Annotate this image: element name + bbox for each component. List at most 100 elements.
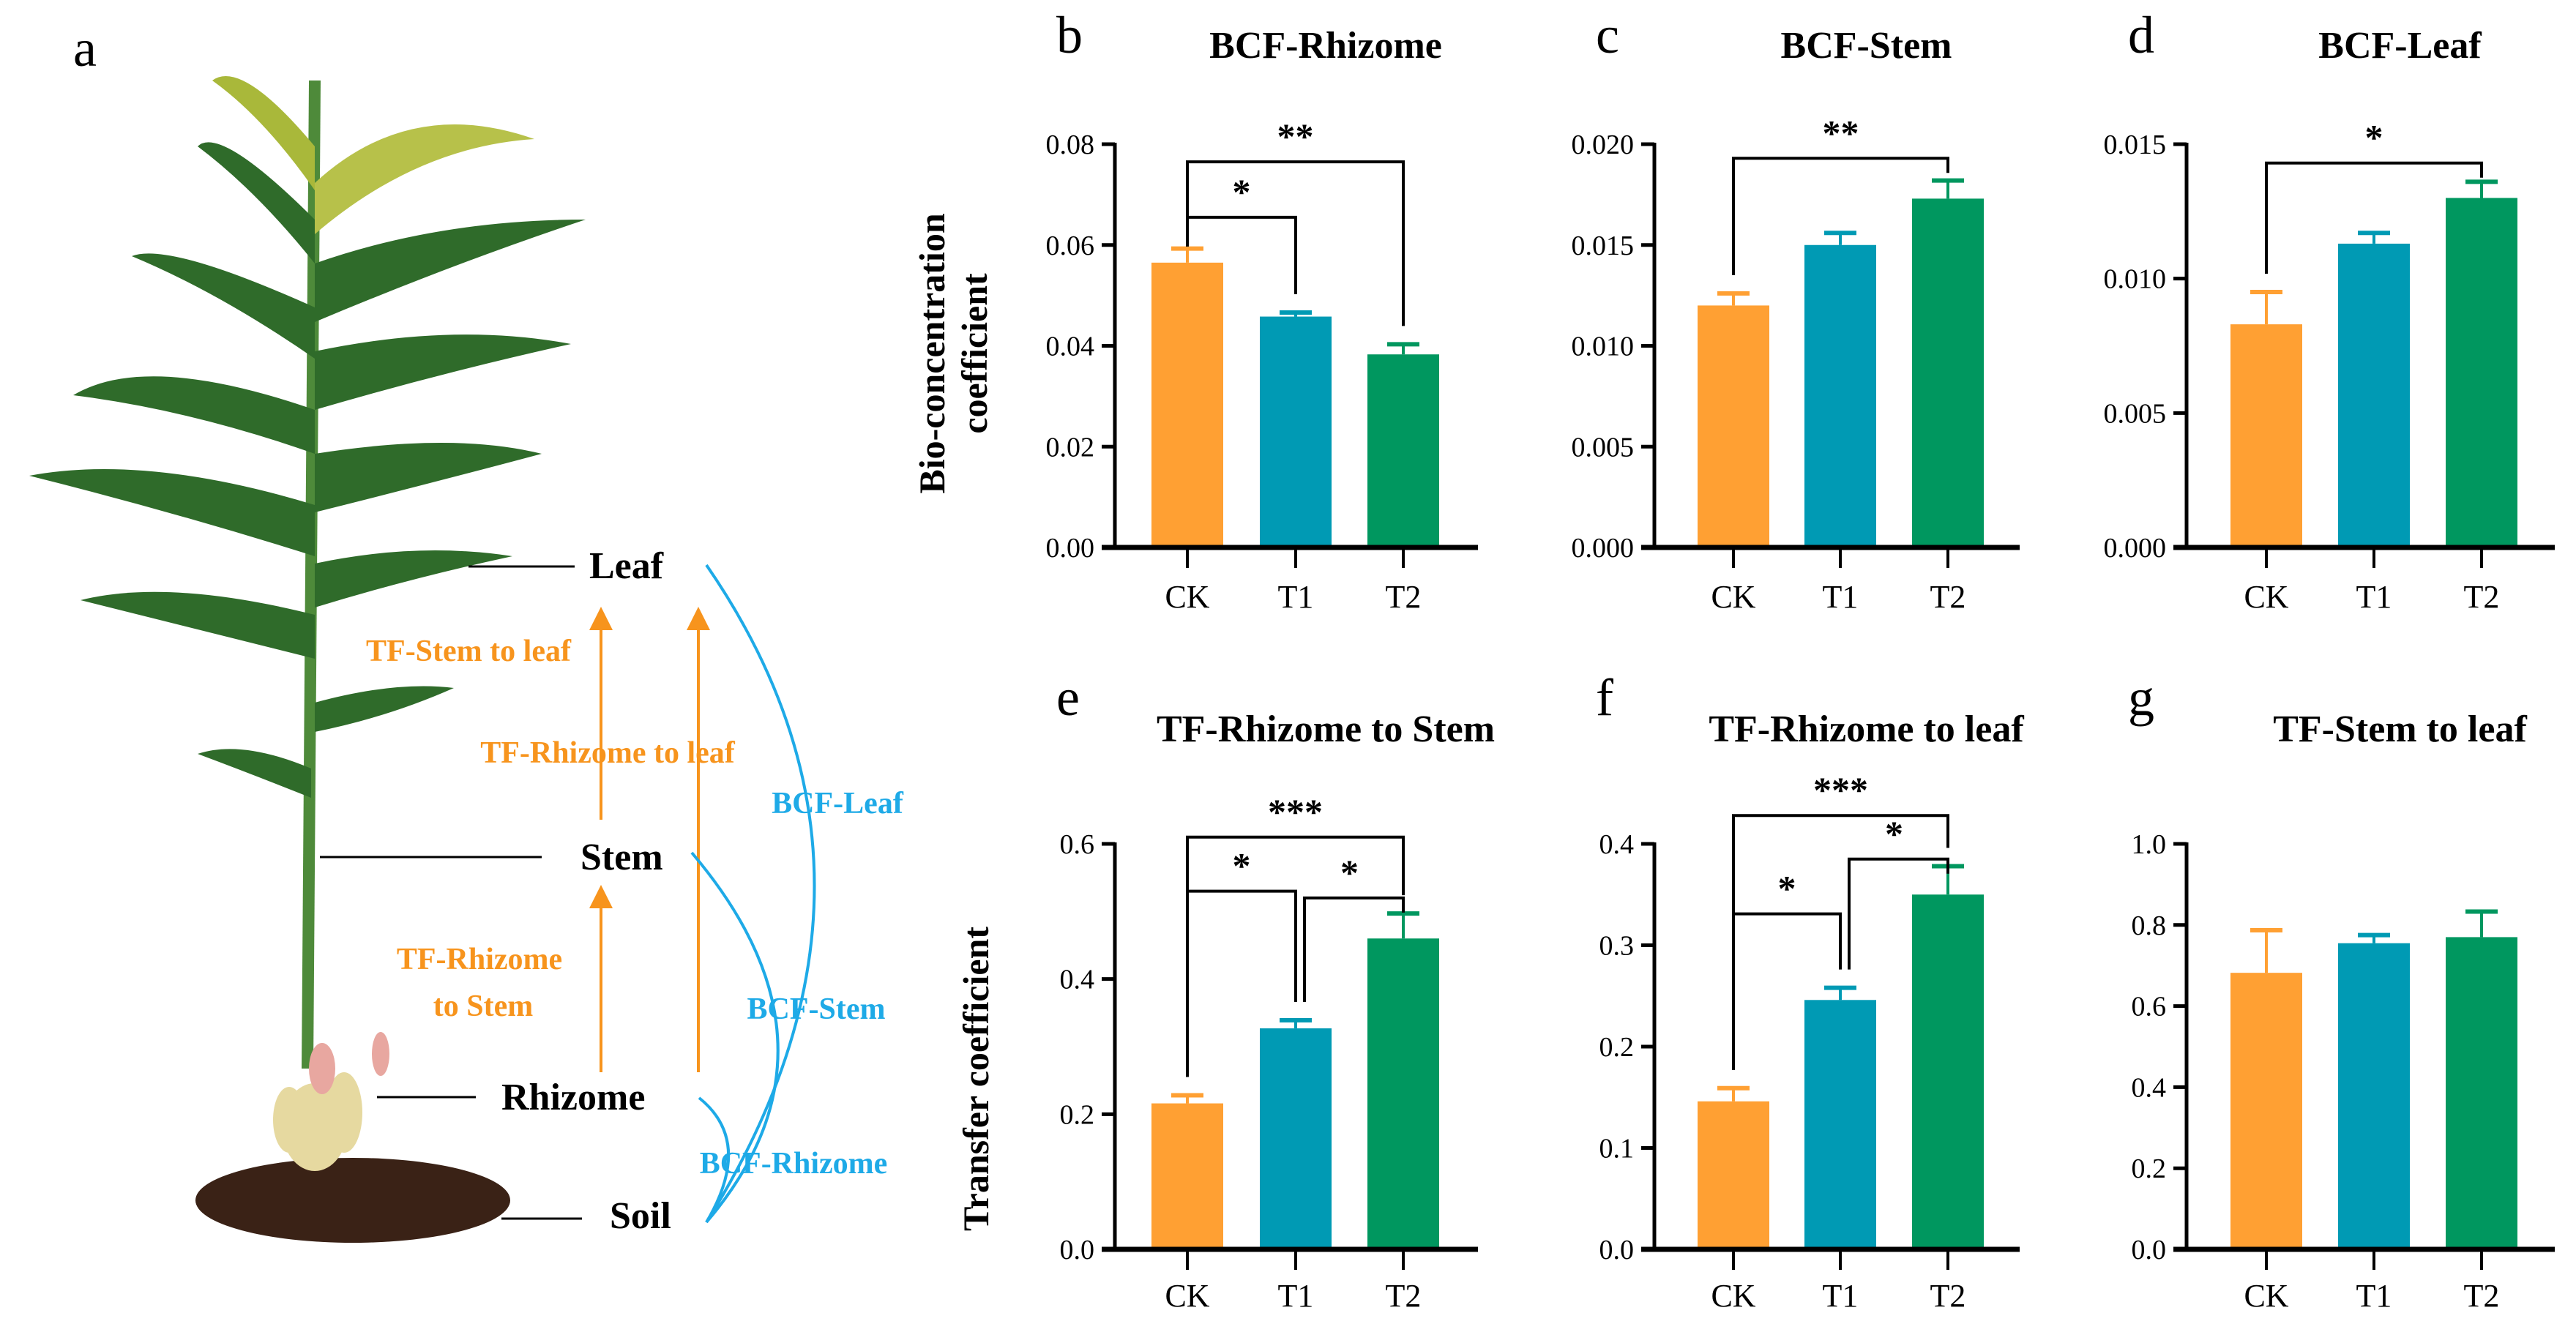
y-tick-label: 1.0 bbox=[2132, 829, 2167, 860]
panel-letter-g: g bbox=[2128, 668, 2154, 727]
x-tick-label: CK bbox=[1711, 1278, 1755, 1314]
x-tick-label: T2 bbox=[1386, 579, 1422, 615]
panel-a: a bbox=[29, 19, 904, 1243]
significance-label: * bbox=[1233, 171, 1251, 212]
y-tick-label: 0.0 bbox=[2132, 1235, 2167, 1265]
chart-panel-d: d BCF-Leaf CK T1 T2 0.000 0.005 0.010 0.015 * bbox=[2104, 6, 2555, 615]
bar-T2 bbox=[1912, 198, 1984, 547]
plant-leaves bbox=[29, 76, 586, 798]
x-tick-label: T2 bbox=[2464, 579, 2500, 615]
y-tick-label: 0.6 bbox=[1060, 829, 1095, 860]
y-tick-label: 0.2 bbox=[1599, 1032, 1635, 1063]
y-tick-label: 0.005 bbox=[1572, 432, 1635, 463]
bar-CK bbox=[2230, 973, 2302, 1249]
significance-bracket bbox=[1732, 814, 1949, 1070]
bar-T1 bbox=[2338, 243, 2410, 547]
significance-label: * bbox=[1233, 845, 1251, 886]
tf-stem-to-leaf-label: TF-Stem to leaf bbox=[366, 635, 572, 668]
x-tick-label: T2 bbox=[1930, 1278, 1966, 1314]
x-tick-label: CK bbox=[1165, 579, 1209, 615]
label-soil: Soil bbox=[610, 1195, 671, 1237]
significance-bracket bbox=[1186, 835, 1405, 1077]
bar-T1 bbox=[1260, 316, 1332, 547]
bcf-curves bbox=[690, 564, 816, 1224]
y-tick-label: 0.015 bbox=[2104, 130, 2167, 160]
panel-letter-f: f bbox=[1596, 668, 1613, 727]
x-tick-label: T2 bbox=[1386, 1278, 1422, 1314]
bar-T2 bbox=[1912, 894, 1984, 1249]
y-tick-label: 0.3 bbox=[1599, 931, 1635, 962]
bar-T2 bbox=[2446, 937, 2517, 1249]
x-tick-label: CK bbox=[1711, 579, 1755, 615]
chart-panel-g: g TF-Stem to leaf CK T1 T2 0.0 0.2 0.4 0.6 0.8 1.0 bbox=[2128, 668, 2555, 1314]
curve-soil-to-leaf bbox=[705, 564, 816, 1224]
x-tick-label: T2 bbox=[2464, 1278, 2500, 1314]
significance-label: ** bbox=[1823, 112, 1859, 153]
significance-label: * bbox=[2365, 117, 2383, 158]
significance-bracket bbox=[1186, 160, 1405, 326]
y-tick-label: 0.010 bbox=[2104, 264, 2167, 295]
bcf-rhizome-label: BCF-Rhizome bbox=[700, 1147, 888, 1181]
bar-CK bbox=[1698, 1101, 1769, 1249]
significance-label: *** bbox=[1268, 791, 1323, 832]
chart-title: TF-Rhizome to leaf bbox=[1709, 708, 2024, 750]
chart-title: TF-Stem to leaf bbox=[2273, 708, 2527, 750]
tf-rhizome-to-stem-label-1: TF-Rhizome bbox=[397, 943, 562, 976]
tf-rhizome-to-stem-label-2: to Stem bbox=[433, 990, 533, 1023]
bar-CK bbox=[2230, 324, 2302, 547]
y-tick-label: 0.6 bbox=[2132, 992, 2167, 1022]
y-tick-label: 0.1 bbox=[1599, 1134, 1635, 1164]
significance-label: ** bbox=[1277, 116, 1314, 157]
y-label-tf: Transfer coefficient bbox=[955, 927, 996, 1231]
y-tick-label: 0.000 bbox=[1572, 533, 1635, 564]
tf-rhizome-to-leaf-label: TF-Rhizome to leaf bbox=[480, 736, 736, 770]
label-rhizome: Rhizome bbox=[501, 1077, 645, 1118]
y-tick-label: 0.015 bbox=[1572, 231, 1635, 261]
chart-panel-c: c BCF-Stem CK T1 T2 0.000 0.005 0.010 0.015 0.020… bbox=[1572, 6, 2020, 615]
x-tick-label: T2 bbox=[1930, 579, 1966, 615]
chart-title: BCF-Leaf bbox=[2318, 25, 2482, 67]
significance-bracket bbox=[1186, 215, 1297, 295]
y-tick-label: 0.00 bbox=[1046, 533, 1095, 564]
significance-bracket bbox=[2265, 161, 2483, 274]
bcf-stem-label: BCF-Stem bbox=[747, 992, 886, 1026]
curve-soil-to-rhizome bbox=[698, 1096, 731, 1224]
significance-bracket bbox=[1732, 157, 1949, 275]
x-tick-label: T1 bbox=[2356, 579, 2392, 615]
y-tick-label: 0.4 bbox=[2132, 1072, 2167, 1103]
panel-letter-b: b bbox=[1056, 6, 1083, 64]
bar-CK bbox=[1698, 305, 1769, 547]
chart-title: BCF-Stem bbox=[1781, 25, 1952, 67]
chart-panel-f: f TF-Rhizome to leaf CK T1 T2 0.0 0.1 0.2 0.3 0.4… bbox=[1596, 668, 2024, 1314]
y-tick-label: 0.000 bbox=[2104, 533, 2167, 564]
y-tick-label: 0.4 bbox=[1599, 829, 1635, 860]
significance-bracket bbox=[1848, 857, 1949, 970]
panel-letter-c: c bbox=[1596, 6, 1619, 64]
bar-T2 bbox=[1367, 354, 1439, 547]
y-label-bcf-line2: coefficient bbox=[954, 273, 995, 434]
bar-T1 bbox=[2338, 943, 2410, 1249]
bar-T1 bbox=[1804, 1000, 1876, 1249]
chart-title: BCF-Rhizome bbox=[1209, 25, 1442, 67]
bar-CK bbox=[1151, 1103, 1223, 1249]
x-tick-label: T1 bbox=[1278, 1278, 1314, 1314]
panel-letter-a: a bbox=[73, 19, 97, 78]
x-tick-label: T1 bbox=[2356, 1278, 2392, 1314]
x-tick-label: T1 bbox=[1278, 579, 1314, 615]
y-tick-label: 0.4 bbox=[1060, 965, 1095, 995]
bar-T2 bbox=[1367, 938, 1439, 1249]
significance-label: * bbox=[1885, 813, 1903, 854]
label-pointer-lines bbox=[320, 565, 582, 1220]
x-tick-label: CK bbox=[2244, 579, 2288, 615]
y-tick-label: 0.010 bbox=[1572, 332, 1635, 362]
curve-soil-to-stem bbox=[690, 851, 780, 1224]
y-tick-label: 0.02 bbox=[1046, 432, 1095, 463]
y-tick-label: 0.0 bbox=[1599, 1235, 1635, 1265]
soil-mound bbox=[195, 1158, 510, 1243]
x-tick-label: CK bbox=[2244, 1278, 2288, 1314]
bar-T1 bbox=[1260, 1028, 1332, 1249]
y-tick-label: 0.08 bbox=[1046, 130, 1095, 160]
